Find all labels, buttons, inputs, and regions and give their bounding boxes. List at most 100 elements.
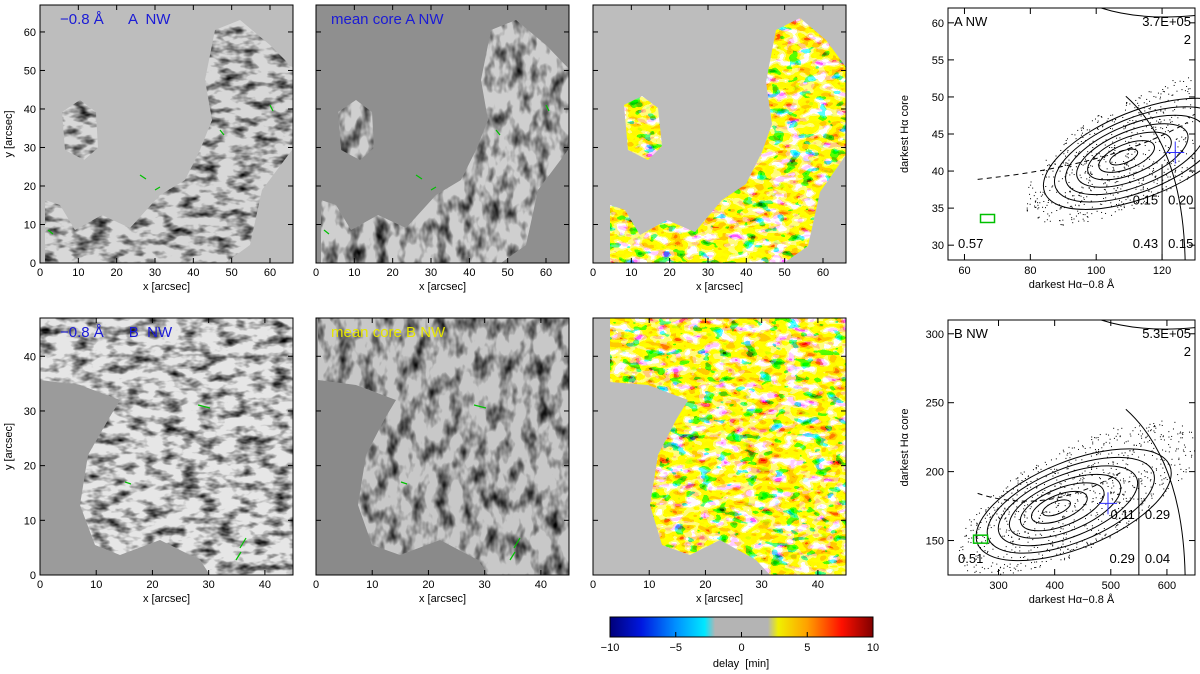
contour-line	[1042, 499, 1071, 517]
delay-colorbar: −10 −5 0 5 10 delay [min]	[601, 616, 879, 670]
x-tick-label: 30	[425, 267, 437, 279]
contour-line	[1031, 490, 1088, 524]
contour-line	[1087, 131, 1172, 181]
y-axis-label: darkest Hα core	[899, 409, 911, 487]
x-tick-label: 30	[702, 267, 714, 279]
y-tick-label: 50	[24, 65, 36, 77]
y-tick-label: 30	[24, 142, 36, 154]
boundary-curve	[1100, 319, 1196, 330]
x-tick-label: 0	[313, 267, 319, 279]
density-contours	[975, 448, 1172, 562]
x-axis-label: x [arcsec]	[419, 593, 466, 605]
panel-a-core: mean core A NW	[315, 4, 570, 264]
colorbar-tick-label: −10	[601, 642, 620, 654]
fraction-lower-left: 0.57	[958, 236, 983, 251]
point-count-label: 3.7E+05	[1142, 14, 1191, 29]
x-tick-label: 60	[958, 265, 970, 277]
contour-line	[1065, 114, 1200, 196]
x-tick-label: 0	[313, 579, 319, 591]
x-tick-label: 50	[779, 267, 791, 279]
contour-line	[1019, 482, 1105, 532]
fraction-upper-mid: 0.11	[1111, 507, 1135, 522]
x-tick-label: 120	[1153, 265, 1171, 277]
contour-line	[1053, 106, 1200, 203]
x-tick-label: 10	[625, 267, 637, 279]
y-tick-label: 40	[24, 104, 36, 116]
x-tick-label: 50	[226, 267, 238, 279]
x-tick-label: 500	[1102, 580, 1120, 592]
y-tick-label: 0	[30, 570, 36, 582]
x-tick-label: 30	[203, 579, 215, 591]
contour-line	[1098, 140, 1155, 173]
x-tick-label: 40	[535, 579, 547, 591]
scatter-panel-label: B NW	[954, 326, 989, 341]
map-axes: 0 10 20 30 40 50 60 0 10 20 30 40 50 60 x [arcsec] y [a…	[3, 5, 846, 605]
x-tick-label: 20	[146, 579, 158, 591]
corner-number: 2	[1184, 32, 1191, 47]
x-tick-label: 0	[37, 267, 43, 279]
fraction-upper-right: 0.29	[1145, 507, 1170, 522]
x-tick-label: 80	[1024, 265, 1036, 277]
x-tick-label: 10	[72, 267, 84, 279]
panel-title-a-core: mean core A NW	[331, 11, 444, 28]
colorbar-tick-label: 5	[804, 642, 810, 654]
colorbar-tick-label: −5	[669, 642, 682, 654]
panel-b-wing: −0.8 Å B NW	[39, 317, 294, 576]
y-tick-label: 50	[932, 92, 944, 104]
panel-title-b-core: mean core B NW	[331, 324, 446, 341]
x-tick-label: 40	[812, 579, 824, 591]
panel-a-delay	[592, 4, 847, 264]
colorbar-tick-label: 0	[738, 642, 744, 654]
fraction-lower-right: 0.04	[1145, 551, 1170, 566]
x-axis-label: x [arcsec]	[143, 281, 190, 293]
colorbar-label: delay [min]	[713, 658, 769, 670]
panel-b-delay	[592, 317, 847, 576]
point-count-label: 5.3E+05	[1142, 326, 1191, 341]
x-axis-label: darkest Hα−0.8 Å	[1029, 593, 1115, 606]
y-tick-label: 30	[24, 406, 36, 418]
x-tick-label: 20	[699, 579, 711, 591]
scatter-plot-a: 60 80 100 120 30 35 40 45 50 55 60 darkest Hα−0.8 Å…	[899, 7, 1200, 291]
x-tick-label: 0	[37, 579, 43, 591]
boundary-curve	[1125, 408, 1186, 576]
panel-b-core: mean core B NW	[315, 317, 570, 576]
x-tick-label: 10	[348, 267, 360, 279]
x-tick-label: 40	[463, 267, 475, 279]
fraction-lower-right: 0.15	[1168, 236, 1193, 251]
y-tick-label: 150	[926, 536, 944, 548]
contour-line	[1076, 123, 1189, 188]
x-axis-label: x [arcsec]	[696, 281, 743, 293]
x-tick-label: 40	[740, 267, 752, 279]
y-tick-label: 10	[24, 515, 36, 527]
y-axis-label: darkest Hα core	[899, 95, 911, 173]
x-tick-label: 400	[1045, 580, 1063, 592]
y-tick-label: 40	[24, 351, 36, 363]
scatter-panel-label: A NW	[954, 14, 988, 29]
x-tick-label: 60	[540, 267, 552, 279]
y-axis-label: y [arcsec]	[3, 423, 15, 470]
colorbar-ticks: −10 −5 0 5 10	[601, 632, 879, 654]
x-tick-label: 300	[989, 580, 1007, 592]
x-tick-label: 30	[756, 579, 768, 591]
x-tick-label: 60	[817, 267, 829, 279]
x-tick-label: 0	[590, 267, 596, 279]
x-tick-label: 0	[590, 579, 596, 591]
y-tick-label: 0	[30, 258, 36, 270]
x-tick-label: 600	[1158, 580, 1176, 592]
x-tick-label: 40	[187, 267, 199, 279]
x-tick-label: 10	[90, 579, 102, 591]
y-tick-label: 300	[926, 329, 944, 341]
panel-title-b-wing: −0.8 Å B NW	[60, 324, 173, 341]
y-tick-label: 40	[932, 166, 944, 178]
green-contour-markers	[47, 104, 550, 561]
y-tick-label: 20	[24, 181, 36, 193]
boundary-curve	[1100, 7, 1196, 18]
fraction-upper-right: 0.20	[1168, 193, 1193, 208]
x-axis-label: x [arcsec]	[143, 593, 190, 605]
y-axis-label: y [arcsec]	[3, 110, 15, 157]
y-tick-label: 250	[926, 398, 944, 410]
panel-a-wing: −0.8 Å A NW	[39, 4, 294, 264]
panel-title-a-wing: −0.8 Å A NW	[60, 11, 171, 28]
fraction-lower-mid: 0.43	[1133, 236, 1158, 251]
